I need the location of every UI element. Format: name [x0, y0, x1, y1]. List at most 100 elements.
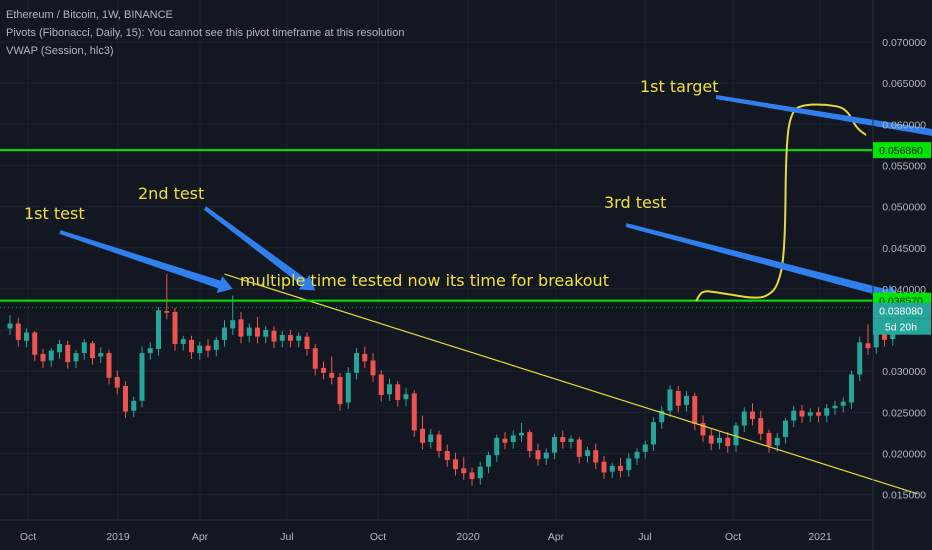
candle [527, 429, 533, 458]
price-tick-label: 0.060000 [882, 119, 926, 131]
time-axis[interactable]: Oct 2019 Apr Jul Oct 2020 Apr Jul Oct 2021 [0, 519, 872, 543]
vwap-indicator-label[interactable]: VWAP (Session, hlc3) [6, 45, 114, 57]
candle [147, 342, 153, 360]
countdown-tag [873, 318, 931, 335]
candle-body [469, 472, 475, 480]
symbol-title[interactable]: Ethereum / Bitcoin, 1W, BINANCE [6, 9, 173, 21]
candle-body [783, 420, 788, 438]
candle [510, 430, 516, 449]
time-tick-label: Jul [638, 531, 651, 543]
candle [255, 316, 260, 344]
candle [766, 429, 772, 453]
price-tick-label: 0.065000 [882, 78, 926, 90]
candle-body [601, 461, 607, 473]
candle-body [708, 435, 714, 444]
candle-body [345, 372, 351, 403]
candle-body [865, 343, 871, 349]
candle-body [857, 342, 863, 375]
candle-body [222, 327, 227, 340]
price-tick-label: 0.070000 [882, 37, 926, 49]
arrow-shape [59, 230, 233, 294]
candle [428, 428, 434, 449]
candle-body [321, 367, 326, 373]
candle-body [766, 432, 772, 447]
candle [197, 341, 203, 360]
candle-body [725, 437, 731, 447]
candle [57, 339, 62, 359]
candle [205, 339, 211, 358]
candle-body [24, 332, 29, 341]
candle-body [354, 353, 359, 373]
annotation-breakout-note: multiple time tested now its time for br… [240, 271, 609, 290]
candle-body [535, 450, 541, 460]
candle [675, 386, 681, 413]
candle-body [461, 468, 467, 474]
candle [378, 370, 384, 402]
arrow-shape [203, 206, 316, 291]
candle [543, 448, 549, 466]
candle-body [189, 339, 194, 353]
candle [106, 349, 112, 385]
candle-body [568, 438, 574, 442]
candle [832, 400, 838, 415]
candle [700, 415, 706, 442]
candle-body [576, 439, 582, 457]
time-tick-label: Oct [20, 531, 36, 543]
price-tick-label: 0.020000 [882, 449, 926, 461]
grid-lines [0, 0, 872, 520]
candle-body [486, 455, 491, 467]
candle-body [626, 458, 632, 470]
candle [238, 311, 244, 344]
price-tick-label: 0.030000 [882, 366, 926, 378]
candle [73, 349, 79, 368]
candle [172, 307, 178, 351]
candle [131, 396, 137, 418]
descending-trendline[interactable] [224, 273, 918, 495]
candle [139, 346, 145, 408]
candle [354, 348, 359, 380]
candle [585, 446, 590, 463]
candle-body [543, 452, 549, 459]
candle [469, 467, 475, 486]
candle [296, 332, 302, 348]
projection-path [695, 103, 867, 302]
candle-body [816, 412, 821, 416]
candle [321, 361, 326, 380]
candle-body [114, 376, 120, 388]
candle-body [395, 384, 401, 401]
candle [370, 353, 376, 382]
candle [453, 452, 458, 476]
candle-body [304, 336, 310, 349]
candle [312, 344, 318, 376]
price-axis[interactable]: 0.070000 0.065000 0.060000 0.055000 0.050000… [872, 0, 931, 550]
candle [692, 392, 698, 431]
candle [164, 274, 170, 320]
candle [840, 397, 846, 413]
candle [329, 356, 335, 385]
candle [601, 455, 607, 480]
candle [420, 415, 425, 450]
candle [816, 407, 821, 423]
candle-body [32, 332, 38, 355]
time-tick-label: 2021 [808, 531, 832, 543]
candle [288, 330, 293, 348]
candle-body [436, 434, 442, 452]
candle [444, 444, 450, 467]
candle-body [717, 437, 722, 443]
candle-body [98, 353, 104, 357]
candle [345, 367, 351, 410]
candle [849, 370, 854, 410]
candle [403, 387, 409, 406]
candle-body [700, 423, 706, 436]
candle [667, 385, 673, 418]
candle [337, 372, 343, 411]
candle [362, 346, 368, 368]
price-tag-label: 0.056860 [879, 145, 923, 157]
candle [40, 348, 46, 368]
candle-body [502, 438, 508, 443]
pivots-indicator-label[interactable]: Pivots (Fibonacci, Daily, 15): You canno… [6, 27, 405, 39]
candle-body [585, 450, 590, 456]
annotation-1st-target: 1st target [640, 77, 719, 96]
horizontal-levels [0, 149, 872, 309]
